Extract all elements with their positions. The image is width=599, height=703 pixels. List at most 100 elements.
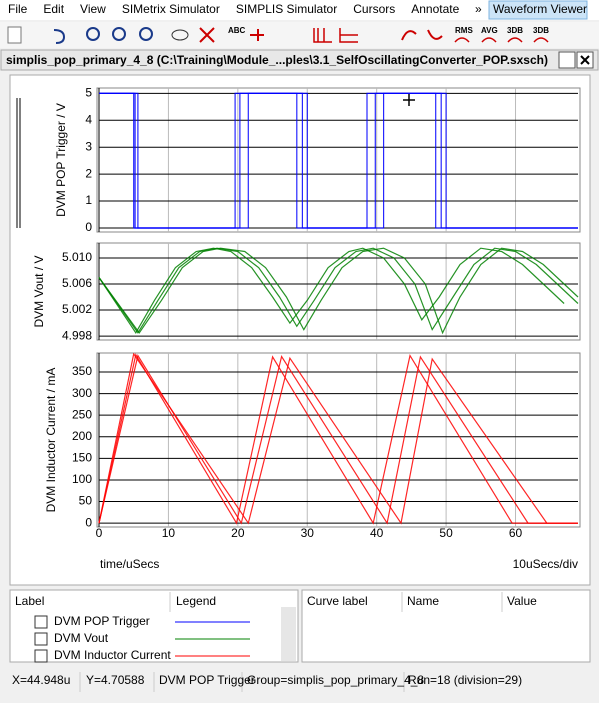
y-tick-label: 1 [85, 193, 92, 207]
legend-panel [9, 589, 299, 663]
y-tick-label: 2 [85, 166, 92, 180]
plot-curves [98, 247, 579, 335]
menu-item[interactable]: Annotate [411, 2, 459, 16]
plot-curves [99, 92, 578, 229]
y-tick-label: 250 [72, 407, 92, 421]
toolbar-icons [7, 26, 549, 44]
icon-marker[interactable] [250, 29, 264, 41]
legend-label: DVM Inductor Current [54, 648, 171, 662]
menu-bar [0, 0, 599, 20]
y-tick-label: 5.010 [62, 250, 92, 264]
toolbar-label: 3DB [507, 26, 523, 35]
x-tick-label: 20 [231, 526, 245, 540]
waveform [99, 92, 578, 229]
icon-zoom-in[interactable] [86, 27, 100, 41]
y-tick-label: 5.002 [62, 302, 92, 316]
icon-measure[interactable] [454, 37, 549, 43]
plot-area [9, 74, 591, 586]
plot-curves [98, 353, 578, 525]
y-tick-label: 4 [85, 112, 92, 126]
y-tick-label: 0 [85, 515, 92, 529]
status-y: Y=4.70588 [86, 673, 145, 687]
icon-hide[interactable] [199, 27, 215, 43]
y-axis-label: DVM Vout / V [32, 255, 46, 327]
x-tick-label: 30 [301, 526, 315, 540]
status-curve: DVM POP Trigger [159, 673, 255, 687]
icon-view[interactable] [171, 29, 189, 41]
waveform [99, 92, 578, 229]
menu-highlight [488, 0, 588, 20]
values-header: Name [407, 594, 439, 608]
status-group: Group=simplis_pop_primary_4_8 [247, 673, 424, 687]
waveform [98, 354, 578, 525]
toolbar-label: AVG [481, 26, 498, 35]
menu-item[interactable]: Edit [43, 2, 64, 16]
waveform [98, 353, 578, 525]
icon-grid[interactable] [313, 28, 332, 43]
y-tick-label: 50 [79, 494, 93, 508]
y-tick-label: 3 [85, 139, 92, 153]
checkbox[interactable] [34, 615, 48, 629]
y-axis-label: DVM POP Trigger / V [54, 103, 68, 217]
icon-new[interactable] [7, 26, 22, 44]
status-run: Run=18 (division=29) [408, 673, 522, 687]
legend-label: DVM Vout [54, 631, 109, 645]
status-x: X=44.948u [12, 673, 70, 687]
y-tick-label: 5 [85, 86, 92, 100]
x-tick-label: 10 [162, 526, 176, 540]
plot-frame [96, 242, 581, 341]
waveform [98, 247, 579, 335]
y-tick-label: 350 [72, 364, 92, 378]
title-text: simplis_pop_primary_4_8 (C:\Training\Mod… [6, 53, 548, 67]
icon-cursor[interactable] [401, 29, 443, 41]
waveform [98, 247, 579, 334]
menu-item[interactable]: Cursors [353, 2, 395, 16]
checkbox[interactable] [34, 632, 48, 646]
y-tick-label: 5.006 [62, 276, 92, 290]
menu-item[interactable]: Waveform Viewer [493, 2, 587, 16]
x-tick-label: 40 [370, 526, 384, 540]
toolbar-label: ABC [228, 26, 246, 35]
dropdown-button[interactable] [558, 51, 576, 69]
close-icon [580, 55, 590, 65]
values-header: Value [507, 594, 537, 608]
values-header: Curve label [307, 594, 368, 608]
menu-item[interactable]: File [8, 2, 28, 16]
icon-axis[interactable] [339, 28, 358, 43]
x-axis-label: time/uSecs [100, 557, 159, 571]
toolbar-label: RMS [455, 26, 473, 35]
y-axis-label: DVM Inductor Current / mA [44, 368, 58, 513]
curve-markers [16, 98, 21, 228]
y-tick-label: 100 [72, 472, 92, 486]
x-tick-label: 50 [439, 526, 453, 540]
values-panel [301, 589, 591, 663]
column-separator [401, 592, 503, 612]
icon-undo[interactable] [53, 29, 66, 44]
y-tick-label: 150 [72, 451, 92, 465]
plot-frame [96, 352, 581, 528]
y-tick-label: 0 [85, 220, 92, 234]
menu-item[interactable]: » [475, 2, 482, 16]
legend-header: Label [15, 594, 44, 608]
y-tick-label: 4.998 [62, 328, 92, 342]
x-tick-label: 0 [96, 526, 103, 540]
legend-header: Legend [176, 594, 216, 608]
y-tick-label: 300 [72, 386, 92, 400]
menu-item[interactable]: SIMetrix Simulator [122, 2, 220, 16]
icon-zoom-out[interactable] [112, 27, 126, 41]
menu-item[interactable]: SIMPLIS Simulator [236, 2, 337, 16]
scrollbar[interactable] [281, 607, 296, 661]
waveform [98, 247, 565, 334]
x-division: 10uSecs/div [513, 557, 578, 571]
menu-item[interactable]: View [80, 2, 106, 16]
legend-label: DVM POP Trigger [54, 614, 150, 628]
checkbox[interactable] [34, 649, 48, 663]
toolbar-label: 3DB [533, 26, 549, 35]
cursor [403, 94, 415, 106]
y-tick-label: 200 [72, 429, 92, 443]
waveform [99, 92, 578, 229]
plot-frame [96, 87, 581, 233]
icon-zoom-box[interactable] [139, 27, 153, 41]
